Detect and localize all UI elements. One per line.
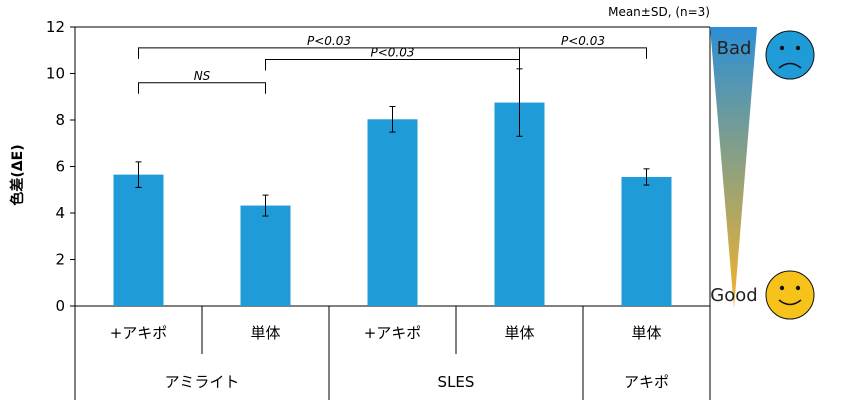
bar [621, 176, 672, 306]
y-tick-label: 6 [55, 158, 65, 176]
significance-label: NS [194, 69, 211, 83]
y-tick-label: 0 [55, 297, 65, 315]
sad-face-icon [765, 30, 815, 80]
category-label: 単体 [504, 324, 534, 342]
bar [113, 174, 164, 306]
y-axis: 0 2 4 6 8 10 12 [46, 18, 75, 315]
y-axis-title: 色差(ΔE) [9, 144, 26, 205]
mean-sd-note: Mean±SD, (n=3) [608, 5, 710, 19]
gauge-top-label: Bad [717, 38, 752, 59]
group-label: アミライト [165, 373, 240, 391]
y-tick-label: 8 [55, 111, 65, 129]
significance-label: P<0.03 [370, 46, 414, 60]
significance-bracket [138, 47, 520, 59]
bars [113, 68, 672, 307]
significance-bracket [519, 47, 647, 59]
group-label: アキポ [624, 373, 669, 391]
category-label: +アキポ [364, 324, 422, 342]
group-label: SLES [438, 373, 475, 391]
bar [240, 205, 291, 306]
y-tick-label: 2 [55, 251, 65, 269]
significance-bracket [265, 59, 520, 71]
gauge-triangle [710, 27, 757, 308]
y-tick-label: 4 [55, 204, 65, 222]
happy-face-icon [765, 270, 815, 320]
gauge-bottom-label: Good [710, 285, 757, 306]
category-label: 単体 [250, 324, 280, 342]
y-tick-label: 10 [46, 65, 65, 83]
significance-label: P<0.03 [307, 34, 351, 48]
significance-label: P<0.03 [561, 34, 605, 48]
category-label: +アキポ [110, 324, 168, 342]
category-label: 単体 [631, 324, 661, 342]
y-tick-label: 12 [46, 18, 65, 36]
significance-brackets: NS P<0.03 P<0.03 P<0.03 [138, 34, 647, 94]
bar [367, 119, 418, 307]
bad-good-gauge: Bad Good [710, 27, 815, 320]
significance-bracket [138, 82, 266, 94]
